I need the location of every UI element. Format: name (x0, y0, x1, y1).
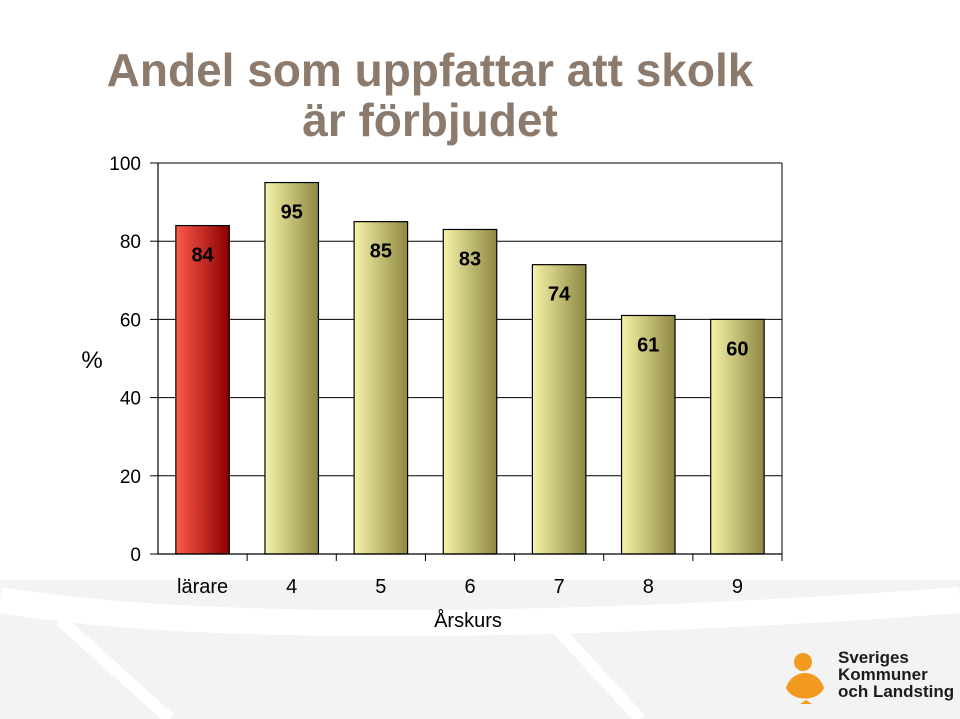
background-diagonal-2 (535, 605, 645, 719)
bar-8 (620, 314, 676, 555)
x-tick-label: 8 (643, 576, 654, 598)
x-tick-label: 7 (554, 576, 565, 598)
bars (175, 181, 765, 555)
data-label-8: 61 (637, 334, 659, 356)
y-tick-label: 40 (120, 389, 141, 410)
x-tick-label: 9 (732, 576, 743, 598)
logo-mark-icon (786, 653, 824, 704)
axes: 0 20 40 60 80 100 lärare 4 5 6 7 8 9 (109, 154, 783, 598)
y-axis-label: % (81, 347, 102, 374)
x-axis-label: Årskurs (434, 609, 502, 632)
y-tick-label: 100 (109, 154, 141, 175)
data-label-6: 83 (459, 248, 481, 270)
y-tick-label: 80 (120, 232, 141, 253)
y-tick-label: 0 (130, 545, 141, 566)
data-labels: 84 95 85 83 74 61 60 (191, 202, 748, 361)
x-tick-label: 4 (286, 576, 297, 598)
bar-4 (264, 181, 320, 555)
data-label-lärare: 84 (191, 245, 214, 267)
background-diagonal-1 (55, 615, 175, 719)
chart-title-line-2: är förbjudet (302, 94, 558, 146)
bar-lärare (175, 224, 230, 555)
logo-text-line-2: Kommuner (838, 665, 928, 684)
data-label-7: 74 (548, 284, 571, 306)
x-tick-label: 5 (375, 576, 386, 598)
x-tick-label: lärare (177, 576, 228, 598)
background-curve (0, 587, 960, 637)
data-label-5: 85 (370, 241, 392, 263)
x-tick-label: 6 (464, 576, 475, 598)
y-tick-label: 60 (120, 310, 141, 331)
chart-title-line-1: Andel som uppfattar att skolk (106, 44, 754, 96)
data-label-4: 95 (281, 202, 303, 224)
bar-5 (353, 221, 409, 555)
bar-7 (531, 264, 587, 555)
y-tick-label: 20 (120, 467, 141, 488)
data-label-9: 60 (726, 338, 748, 360)
bar-6 (442, 228, 498, 555)
logo-text-line-1: Sveriges (838, 648, 909, 667)
logo-text-line-3: och Landsting (838, 682, 954, 701)
